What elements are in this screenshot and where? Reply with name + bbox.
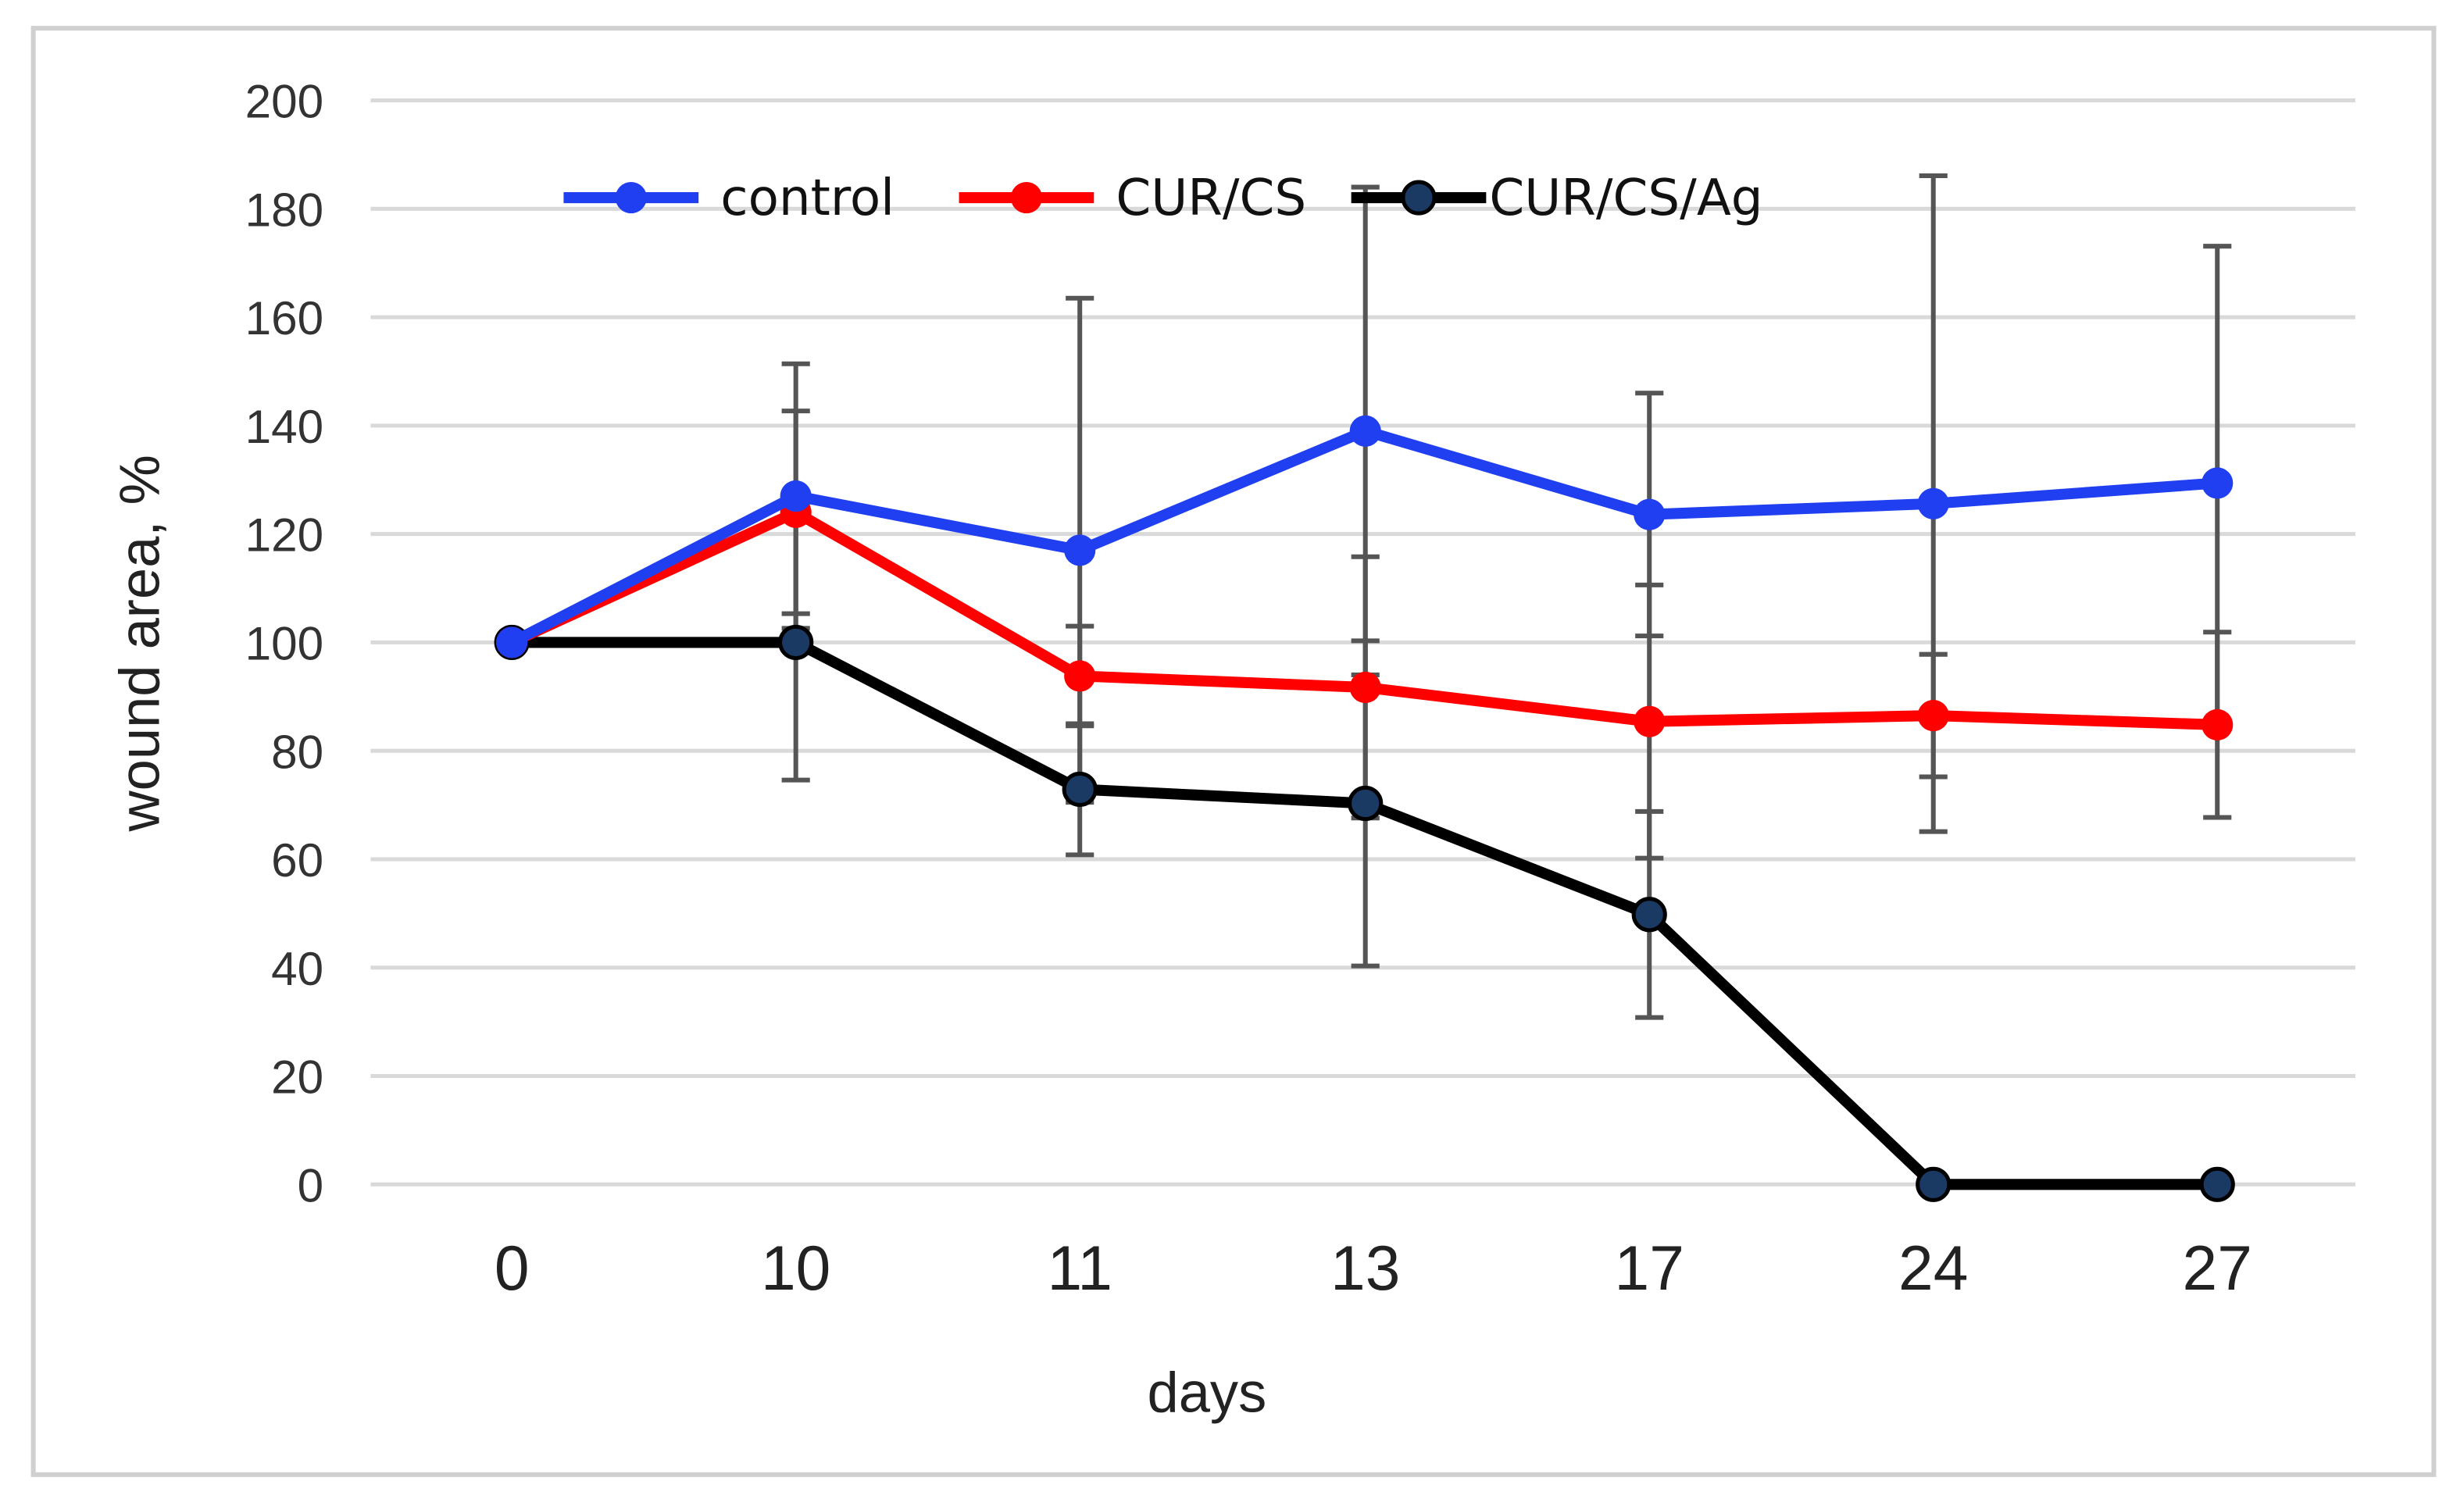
legend: control CUR/CS CUR/CS/Ag: [563, 169, 1763, 227]
legend-label: CUR/CS/Ag: [1489, 169, 1762, 227]
x-tick-label: 0: [495, 1233, 530, 1304]
y-tick-label: 80: [271, 725, 323, 778]
x-tick-label: 11: [1047, 1233, 1112, 1304]
data-point: [1349, 671, 1381, 704]
data-point: [780, 480, 812, 512]
x-tick-label: 10: [761, 1233, 830, 1304]
data-point: [778, 624, 814, 661]
data-point: [1916, 1166, 1952, 1202]
series-lines: [494, 415, 2235, 1202]
x-axis-label: days: [1148, 1362, 1267, 1425]
legend-label: control: [720, 169, 895, 227]
y-tick-label: 100: [245, 617, 324, 670]
x-tick-label: 17: [1615, 1233, 1684, 1304]
data-point: [2202, 708, 2234, 741]
y-tick-label: 200: [245, 75, 324, 128]
y-tick-label: 60: [271, 833, 323, 887]
y-tick-label: 120: [245, 509, 324, 562]
data-point: [1634, 498, 1666, 530]
legend-marker: [1401, 180, 1437, 216]
y-tick-label: 180: [245, 183, 324, 236]
data-point: [1631, 897, 1667, 933]
data-point: [1064, 534, 1096, 566]
data-point: [1634, 705, 1666, 737]
x-tick-label: 24: [1898, 1233, 1968, 1304]
y-axis-label: wound area, %: [109, 455, 171, 832]
y-tick-label: 160: [245, 291, 324, 344]
legend-marker: [1010, 181, 1042, 214]
data-point: [1062, 771, 1098, 808]
x-tick-label: 27: [2183, 1233, 2252, 1304]
y-tick-label: 40: [271, 942, 323, 995]
data-point: [1917, 700, 1949, 732]
data-point: [496, 626, 528, 658]
y-tick-label: 20: [271, 1051, 323, 1104]
y-tick-label: 0: [298, 1158, 324, 1212]
data-point: [2202, 467, 2234, 499]
x-tick-label: 13: [1330, 1233, 1400, 1304]
y-tick-labels: 0 20 40 60 80 100 120 140 160 180 200: [245, 75, 324, 1212]
data-point: [2199, 1166, 2235, 1202]
y-tick-label: 140: [245, 400, 324, 453]
data-point: [1917, 487, 1949, 519]
data-point: [1064, 660, 1096, 692]
data-point: [1348, 785, 1384, 822]
legend-label: CUR/CS: [1116, 169, 1306, 227]
data-point: [1349, 415, 1381, 447]
x-tick-labels: 0 10 11 13 17 24 27: [495, 1233, 2252, 1304]
legend-marker: [615, 181, 647, 214]
